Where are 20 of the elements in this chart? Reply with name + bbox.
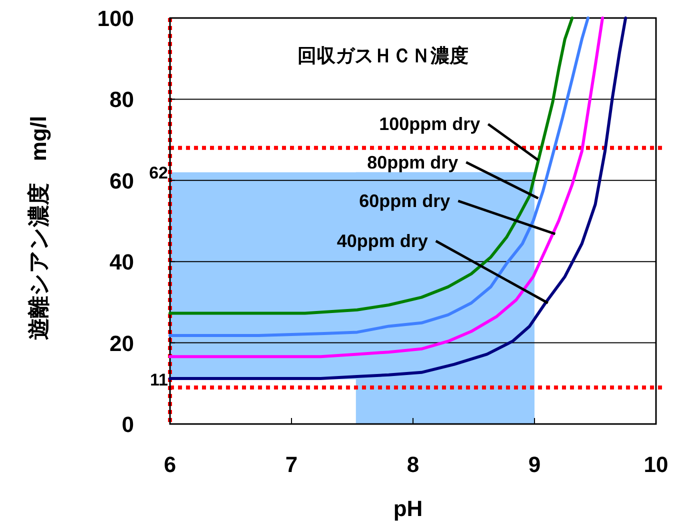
x-tick-label: 9 (528, 452, 541, 477)
annotation: 60ppm dry (359, 190, 450, 211)
x-tick-label: 6 (164, 452, 176, 477)
annotation: 80ppm dry (367, 152, 458, 172)
y-tick-label: 20 (110, 330, 134, 356)
y-tick-label: 100 (97, 6, 134, 31)
y-tick-label: 60 (110, 168, 134, 194)
x-tick-label: 8 (406, 452, 420, 477)
y-tick-label: 40 (110, 250, 134, 275)
y-axis-title: 遊離シアン濃度 mg/l (26, 116, 51, 340)
text: 回収ガスＨＣＮ濃度 (298, 45, 468, 67)
x-tick-label: 10 (644, 452, 668, 477)
annotation: 62 (149, 163, 168, 182)
x-tick-label: 7 (285, 452, 298, 477)
y-tick-label: 80 (110, 87, 134, 112)
annotation: 40ppm dry (336, 231, 428, 252)
annotation: 100ppm dry (379, 114, 480, 134)
annotation: 11 (150, 370, 168, 390)
x-axis-title: pH (393, 496, 423, 521)
y-tick-label: 0 (122, 412, 134, 437)
